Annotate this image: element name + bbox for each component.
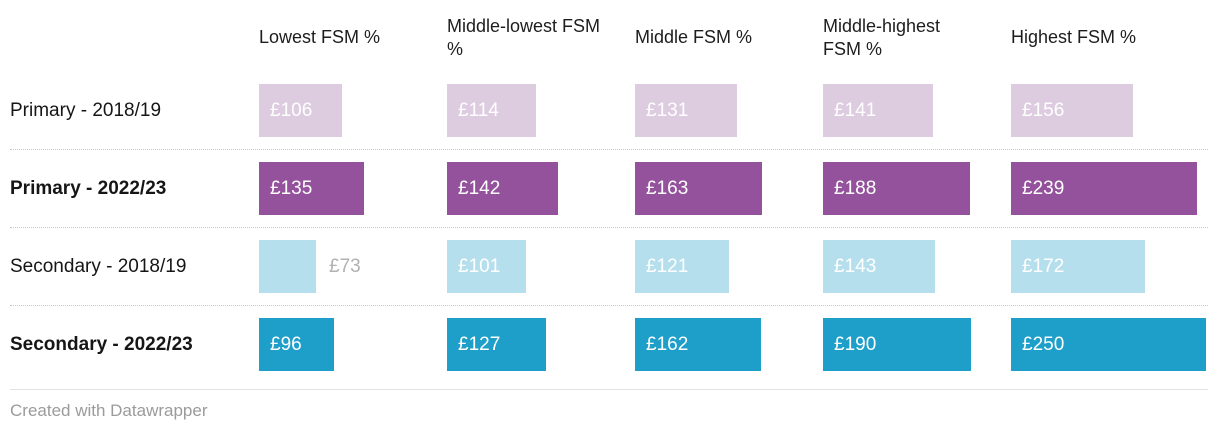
row-label: Primary - 2018/19 [10, 99, 162, 121]
bar-cell: £73 [259, 240, 447, 293]
bar-value-label: £121 [646, 255, 689, 277]
bar-cell: £156 [1011, 84, 1199, 137]
row-separator [10, 227, 1208, 228]
bar-cell: £96 [259, 318, 447, 371]
bar: £127 [447, 318, 546, 371]
bar-value-label: £172 [1022, 255, 1065, 277]
bar-value-label: £101 [458, 255, 501, 277]
bar: £172 [1011, 240, 1145, 293]
bar: £96 [259, 318, 334, 371]
row-separator [10, 305, 1208, 306]
column-header-middle-lowest: Middle-lowest FSM % [447, 15, 601, 59]
column-header-cell: Middle FSM % [635, 26, 823, 49]
bar: £163 [635, 162, 762, 215]
bar-value-label: £141 [834, 99, 877, 121]
chart-row: Secondary - 2022/23 £96 £127 £162 £190 £250 [10, 306, 1208, 383]
bar: £142 [447, 162, 558, 215]
chart-row: Secondary - 2018/19 £73 £101 £121 £143 £172 [10, 228, 1208, 305]
bar-value-label: £96 [270, 333, 302, 355]
bar-cell: £250 [1011, 318, 1206, 371]
chart-row: Primary - 2018/19 £106 £114 £131 £141 £156 [10, 72, 1208, 149]
bar-value-label: £142 [458, 177, 501, 199]
column-header-middle: Middle FSM % [635, 27, 753, 48]
bar: £143 [823, 240, 935, 293]
bar-value-label: £114 [458, 99, 499, 121]
bar-value-label: £190 [834, 333, 877, 355]
chart-row: Primary - 2022/23 £135 £142 £163 £188 £239 [10, 150, 1208, 227]
bar-cell: £188 [823, 162, 1011, 215]
bar: £162 [635, 318, 761, 371]
bar-cell: £239 [1011, 162, 1199, 215]
column-headers: Lowest FSM % Middle-lowest FSM % Middle … [10, 4, 1208, 72]
bar: £188 [823, 162, 970, 215]
bar-cell: £106 [259, 84, 447, 137]
bar: £121 [635, 240, 729, 293]
column-header-highest: Highest FSM % [1011, 27, 1137, 48]
chart-rows: Primary - 2018/19 £106 £114 £131 £141 £156 Pri… [10, 72, 1208, 383]
bar-value-label: £135 [270, 177, 313, 199]
row-separator [10, 149, 1208, 150]
column-header-cell: Highest FSM % [1011, 26, 1199, 49]
bar-value-label: £106 [270, 99, 313, 121]
bar-cell: £131 [635, 84, 823, 137]
bar-cell: £163 [635, 162, 823, 215]
bar-value-label: £156 [1022, 99, 1065, 121]
column-header-cell: Middle-lowest FSM % [447, 15, 635, 62]
row-label: Secondary - 2022/23 [10, 333, 193, 355]
row-label: Secondary - 2018/19 [10, 255, 187, 277]
bar-value-label: £131 [646, 99, 689, 121]
column-header-cell: Middle-highest FSM % [823, 15, 1011, 62]
column-header-cell: Lowest FSM % [259, 26, 447, 49]
bar-cell: £141 [823, 84, 1011, 137]
bar-cell: £143 [823, 240, 1011, 293]
bar-cell: £127 [447, 318, 635, 371]
bar-value-label: £163 [646, 177, 689, 199]
bar-cell: £121 [635, 240, 823, 293]
bar: £250 [1011, 318, 1206, 371]
bar: £156 [1011, 84, 1133, 137]
column-header-middle-highest: Middle-highest FSM % [823, 15, 941, 59]
bar: £131 [635, 84, 737, 137]
bar: £114 [447, 84, 536, 137]
bar: £106 [259, 84, 342, 137]
row-label: Primary - 2022/23 [10, 177, 167, 199]
bar-cell: £190 [823, 318, 1011, 371]
bar-value-label: £143 [834, 255, 877, 277]
bar-value-label: £127 [458, 333, 501, 355]
datawrapper-credit-link[interactable]: Created with Datawrapper [10, 401, 208, 420]
chart-footer: Created with Datawrapper [10, 389, 1208, 421]
bar: £135 [259, 162, 364, 215]
bar: £141 [823, 84, 933, 137]
bar-value-label: £250 [1022, 333, 1065, 355]
bar-value-label: £162 [646, 333, 689, 355]
bar-cell: £114 [447, 84, 635, 137]
bar-cell: £162 [635, 318, 823, 371]
bar: £190 [823, 318, 971, 371]
column-header-lowest: Lowest FSM % [259, 27, 381, 48]
bar [259, 240, 316, 293]
bar-cell: £172 [1011, 240, 1199, 293]
bar-cell: £101 [447, 240, 635, 293]
bar: £101 [447, 240, 526, 293]
bar-cell: £135 [259, 162, 447, 215]
bar: £239 [1011, 162, 1197, 215]
bar-value-label: £73 [329, 255, 361, 277]
bar-cell: £142 [447, 162, 635, 215]
bar-value-label: £239 [1022, 177, 1065, 199]
bar-value-label: £188 [834, 177, 877, 199]
